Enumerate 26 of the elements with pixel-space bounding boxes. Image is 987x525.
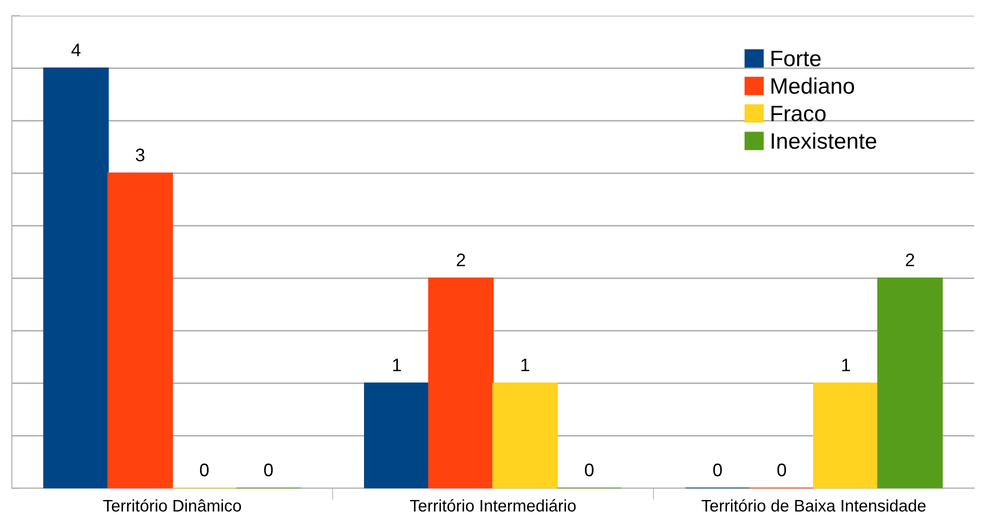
bar: [428, 278, 494, 488]
x-tick-label: Território Dinâmico: [103, 499, 241, 512]
data-label: 2: [906, 254, 914, 266]
legend-label: Inexistente: [772, 132, 876, 149]
data-label: 0: [264, 464, 273, 476]
data-label: 0: [200, 464, 209, 476]
x-tick-label: Território de Baixa Intensidade: [702, 499, 926, 512]
data-label: 0: [777, 464, 786, 476]
data-label: 0: [584, 464, 594, 476]
data-label: 3: [136, 148, 144, 162]
data-label: 1: [842, 358, 850, 372]
bar: [364, 382, 430, 488]
data-label: 4: [71, 44, 80, 56]
bar: [813, 382, 879, 488]
data-label: 0: [713, 464, 722, 476]
bar: [107, 172, 173, 488]
x-tick-label: Território Intermediário: [410, 499, 576, 512]
data-label: 1: [393, 358, 401, 372]
bar: [43, 68, 109, 488]
legend-label: Mediano: [772, 78, 854, 94]
bar: [492, 382, 558, 488]
data-label: 2: [456, 254, 466, 266]
legend-label: Fraco: [772, 106, 826, 122]
data-label: 1: [521, 358, 530, 372]
legend-label: Forte: [772, 50, 821, 66]
bar: [877, 278, 943, 488]
